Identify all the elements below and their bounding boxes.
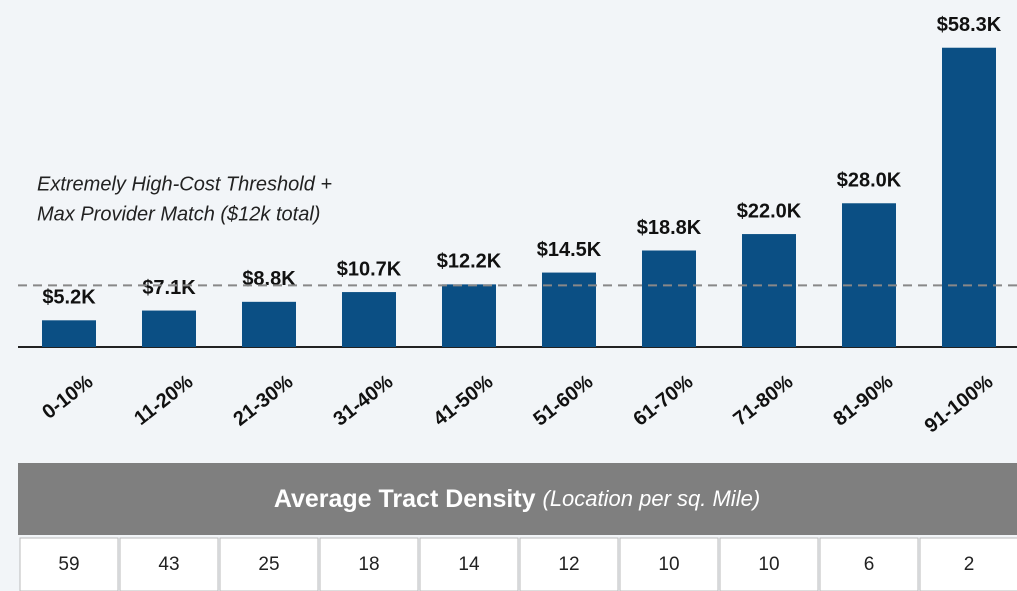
bar [842, 203, 896, 347]
table-value: 12 [558, 554, 579, 575]
table-value: 6 [864, 554, 875, 575]
table-cell [19, 537, 119, 591]
data-label: $22.0K [737, 200, 802, 222]
data-label: $8.8K [242, 268, 296, 290]
table-cell [519, 537, 619, 591]
table-value: 2 [964, 554, 975, 575]
table-cell [819, 537, 919, 591]
table-value: 43 [158, 554, 179, 575]
data-label: $12.2K [437, 251, 502, 273]
table-cell [419, 537, 519, 591]
bar [742, 234, 796, 347]
table-subtitle: (Location per sq. Mile) [543, 486, 761, 511]
table-header [18, 463, 1017, 535]
data-label: $18.8K [637, 217, 702, 239]
bar [142, 310, 196, 347]
table-cell [219, 537, 319, 591]
data-label: $14.5K [537, 239, 602, 261]
data-label: $28.0K [837, 170, 902, 192]
table-cell [719, 537, 819, 591]
table-cell [919, 537, 1017, 591]
bar [942, 47, 996, 348]
data-label: $5.2K [42, 287, 96, 309]
table-value: 18 [358, 554, 379, 575]
table-value: 10 [658, 554, 679, 575]
data-label: $7.1K [142, 277, 196, 299]
table-header-text: Average Tract Density (Location per sq. … [274, 485, 760, 513]
bar [42, 320, 96, 347]
bar [442, 284, 496, 347]
table-value: 14 [458, 554, 480, 575]
bar [242, 301, 296, 347]
threshold-label: Max Provider Match ($12k total) [37, 203, 320, 225]
table-value: 25 [258, 554, 279, 575]
table-value: 59 [58, 554, 79, 575]
table-cell [619, 537, 719, 591]
table-cell [119, 537, 219, 591]
bar [642, 250, 696, 347]
table-cell [319, 537, 419, 591]
table-value: 10 [758, 554, 779, 575]
threshold-label: Extremely High-Cost Threshold + [37, 173, 332, 195]
data-label: $10.7K [337, 258, 402, 280]
bar [542, 272, 596, 347]
table-title: Average Tract Density [274, 485, 536, 513]
data-label: $58.3K [937, 14, 1002, 36]
bar [342, 292, 396, 347]
